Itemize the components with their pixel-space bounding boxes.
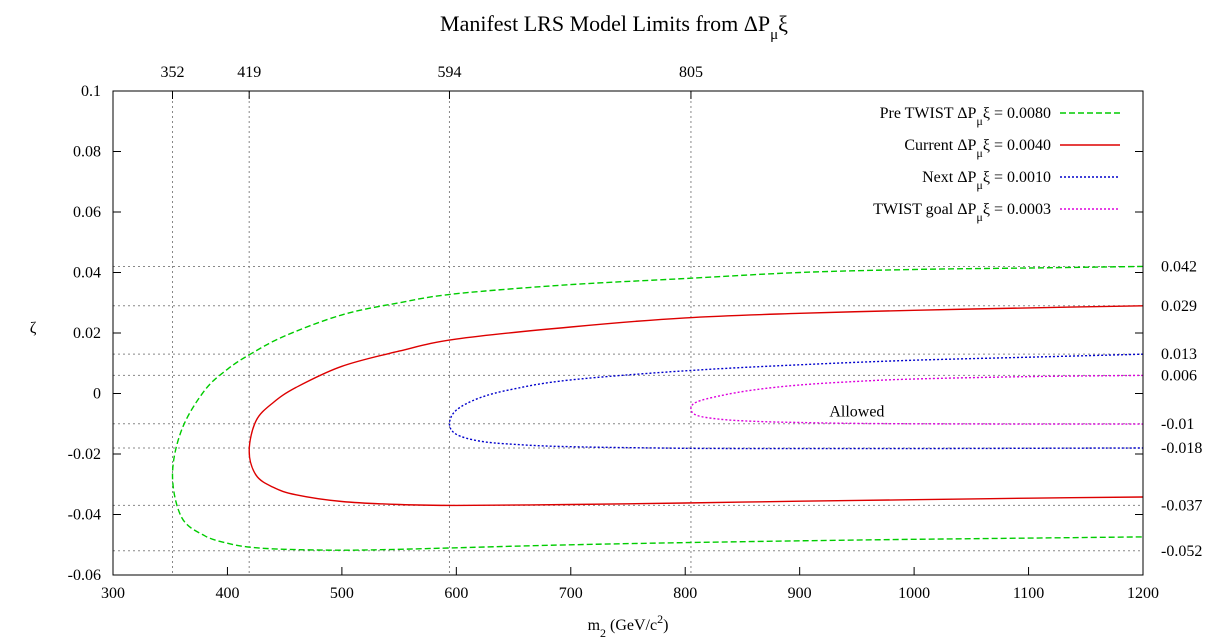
x-axis-label: m2 (GeV/c2)	[588, 612, 669, 640]
top-marker-label: 419	[237, 64, 261, 81]
plot-frame	[112, 90, 1144, 576]
y-tick-label: 0	[93, 386, 101, 403]
legend-label-0: Pre TWIST ΔPμξ = 0.0080	[880, 105, 1051, 128]
right-marker-label: -0.037	[1161, 497, 1202, 514]
x-axis-label-end: )	[663, 617, 668, 634]
chart-title: Manifest LRS Model Limits from ΔPμξ	[440, 11, 788, 43]
chart-title-sub: μ	[770, 27, 778, 43]
right-marker-label: 0.013	[1161, 346, 1197, 363]
x-tick-label: 1000	[898, 585, 930, 602]
x-axis-label-sup: 2	[657, 612, 663, 626]
y-tick-label: 0.08	[73, 144, 101, 161]
right-marker-labels: 0.042 0.029 0.013 0.006 -0.01 -0.018 -0.037 -0.…	[1161, 258, 1202, 559]
x-tick-label: 1200	[1127, 585, 1159, 602]
y-axis-label: ζ	[30, 320, 37, 337]
right-marker-label: 0.006	[1161, 367, 1197, 384]
right-marker-label: 0.029	[1161, 298, 1197, 315]
chart-title-tail: ξ	[778, 11, 788, 36]
y-tick-label: -0.06	[68, 567, 101, 584]
y-tick-label: 0.06	[73, 204, 101, 221]
legend-label-1: Current ΔPμξ = 0.0040	[904, 137, 1051, 160]
legend-label-2: Next ΔPμξ = 0.0010	[922, 169, 1051, 192]
legend-label-3: TWIST goal ΔPμξ = 0.0003	[873, 201, 1051, 224]
x-tick-label: 700	[559, 585, 583, 602]
tick-labels: 300 400 500 600 700 800 900 1000 1100 1200 -0.06 -0…	[68, 83, 1159, 602]
annotation-allowed: Allowed	[829, 404, 884, 421]
x-tick-label: 800	[673, 585, 697, 602]
y-tick-label: -0.04	[68, 507, 101, 524]
y-tick-label: -0.02	[68, 446, 101, 463]
x-axis-label-sub: 2	[600, 626, 606, 640]
top-marker-label: 594	[437, 64, 461, 81]
chart-title-main: Manifest LRS Model Limits from ΔP	[440, 11, 770, 36]
series-line-0	[171, 265, 1144, 551]
legend: Pre TWIST ΔPμξ = 0.0080 Current ΔPμξ = 0.…	[873, 105, 1120, 224]
top-marker-label: 352	[161, 64, 185, 81]
top-marker-label: 805	[679, 64, 703, 81]
right-marker-label: -0.052	[1161, 543, 1202, 560]
right-marker-label: -0.018	[1161, 440, 1202, 457]
right-marker-label: -0.01	[1161, 416, 1194, 433]
series-line-1	[248, 305, 1144, 507]
x-axis-label-main: m	[588, 617, 601, 634]
series-line-3	[690, 374, 1144, 425]
x-tick-label: 400	[215, 585, 239, 602]
y-tick-label: 0.1	[81, 83, 101, 100]
x-axis-label-unit: (GeV/c	[606, 617, 657, 634]
x-tick-label: 600	[444, 585, 468, 602]
top-marker-labels: 352 419 594 805	[161, 64, 703, 81]
reference-grid	[113, 91, 1143, 575]
y-tick-label: 0.02	[73, 325, 101, 342]
axes-layer	[112, 90, 1144, 576]
series-layer	[171, 265, 1144, 551]
annotations: Allowed	[829, 404, 884, 421]
series-line-2	[448, 353, 1144, 450]
y-tick-label: 0.04	[73, 265, 101, 282]
x-tick-label: 500	[330, 585, 354, 602]
x-tick-label: 300	[101, 585, 125, 602]
x-tick-label: 1100	[1013, 585, 1044, 602]
x-tick-label: 900	[788, 585, 812, 602]
right-marker-label: 0.042	[1161, 258, 1197, 275]
